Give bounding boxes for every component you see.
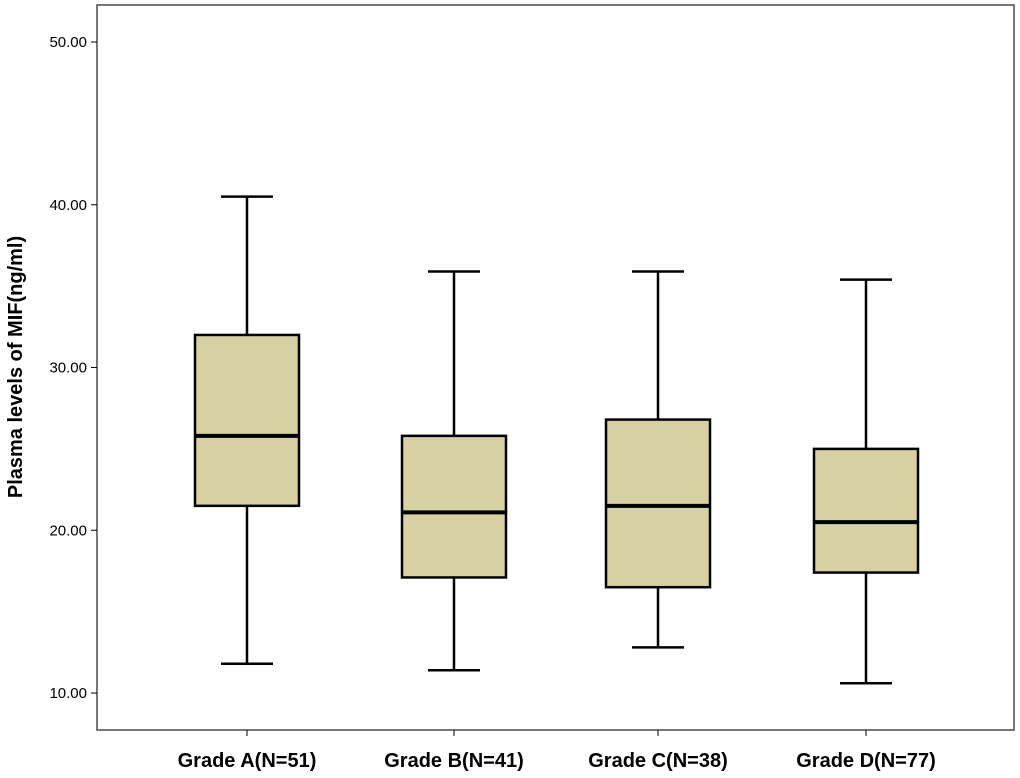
box-2 [400,270,508,672]
iqr-box [812,447,920,574]
y-tick-label: 20.00 [49,522,87,539]
iqr-box [193,333,301,508]
x-axis: Grade A(N=51) Grade B(N=41) Grade C(N=38) G… [178,730,936,772]
iqr-box [604,418,712,589]
y-tick-label: 40.00 [49,197,87,214]
box-4 [812,278,920,685]
iqr-box [400,434,508,579]
box-1 [193,195,301,665]
x-category-label: Grade C(N=38) [588,750,728,772]
y-axis: 10.00 20.00 30.00 40.00 50.00 [49,34,97,702]
x-category-label: Grade D(N=77) [796,750,936,772]
box-3 [604,270,712,649]
y-tick-label: 10.00 [49,685,87,702]
boxes-group [193,195,920,685]
y-tick-label: 30.00 [49,360,87,377]
x-category-label: Grade B(N=41) [384,750,524,772]
y-tick-label: 50.00 [49,34,87,51]
x-category-label: Grade A(N=51) [178,750,317,772]
y-axis-title: Plasma levels of MIF(ng/ml) [5,236,27,498]
